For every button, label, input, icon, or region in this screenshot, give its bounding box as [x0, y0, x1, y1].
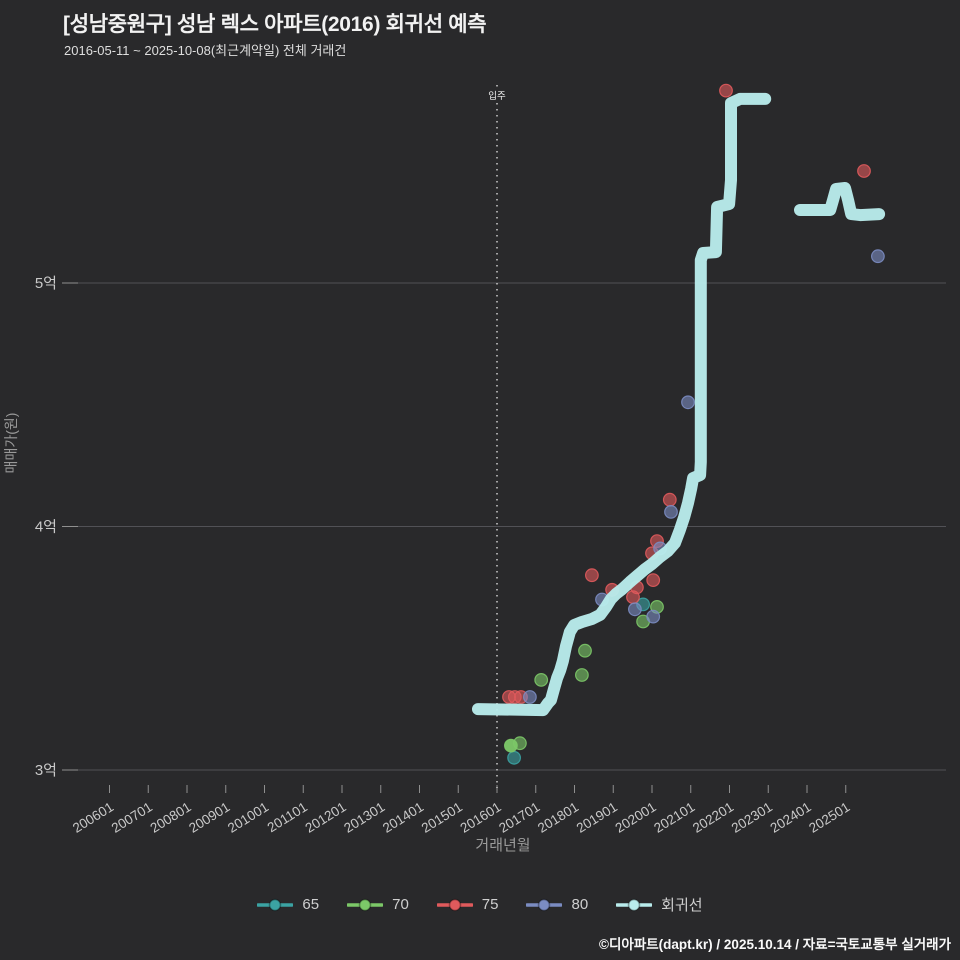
- x-tick: 201401: [380, 799, 426, 836]
- data-point[interactable]: [507, 750, 521, 765]
- y-tick-label: 5억: [35, 275, 57, 292]
- data-point[interactable]: [664, 505, 678, 519]
- data-point[interactable]: [719, 83, 733, 98]
- x-tick-label: 202401: [768, 799, 814, 836]
- legend-marker-icon: [257, 898, 294, 911]
- legend-label: 회귀선: [661, 897, 703, 914]
- x-tick-label: 201901: [574, 799, 620, 836]
- data-point[interactable]: [681, 395, 695, 410]
- data-point[interactable]: [662, 492, 677, 507]
- x-tick-label: 201701: [496, 799, 542, 836]
- legend-label: 70: [392, 896, 409, 913]
- annotation-label-bg: [487, 89, 507, 102]
- x-tick: 201901: [574, 799, 620, 836]
- x-tick-label: 201501: [419, 799, 465, 836]
- x-tick: 200901: [186, 799, 232, 836]
- data-point[interactable]: [646, 609, 661, 624]
- legend-marker-icon: [526, 898, 563, 911]
- credit-text: ©디아파트(dapt.kr) / 2025.10.14 / 자료=국토교통부 실…: [599, 937, 951, 952]
- legend: 65 70 75 80 회귀선: [0, 894, 960, 915]
- legend-item-65[interactable]: 65: [257, 896, 319, 913]
- x-tick-label: 201401: [380, 799, 426, 836]
- x-tick-label: 200601: [70, 799, 116, 836]
- move-in-annotation: 입주: [487, 85, 507, 788]
- x-tick: 201001: [225, 799, 271, 836]
- regression-line-segment[interactable]: [794, 182, 886, 222]
- x-tick: 202301: [729, 799, 775, 836]
- x-axis-ticks: 2006012007012008012009012010012011012012…: [70, 785, 852, 836]
- regression-line: [472, 92, 886, 717]
- regression-line-segment[interactable]: [472, 92, 772, 717]
- data-point[interactable]: [871, 249, 885, 264]
- x-tick-label: 201101: [265, 799, 310, 835]
- legend-item-80[interactable]: 80: [526, 896, 588, 913]
- legend-item-75[interactable]: 75: [436, 896, 499, 913]
- x-tick: 202501: [806, 799, 852, 836]
- x-tick: 201101: [265, 799, 310, 835]
- legend-marker-icon: [436, 898, 473, 911]
- data-point[interactable]: [646, 573, 661, 587]
- x-tick-label: 201301: [341, 799, 387, 836]
- legend-label: 80: [571, 896, 589, 913]
- x-tick: 201801: [535, 799, 581, 836]
- legend-label: 65: [302, 896, 320, 913]
- data-point[interactable]: [575, 668, 589, 682]
- x-tick-label: 201801: [535, 799, 581, 836]
- x-tick-label: 202001: [613, 799, 659, 836]
- data-point[interactable]: [857, 164, 871, 178]
- x-tick: 201301: [341, 799, 387, 836]
- x-tick: 201701: [496, 799, 542, 836]
- data-point[interactable]: [628, 602, 642, 617]
- x-tick: 201501: [419, 799, 465, 836]
- x-tick: 201601: [458, 799, 504, 836]
- chart-title: [성남중원구] 성남 렉스 아파트(2016) 회귀선 예측: [63, 13, 487, 36]
- x-tick: 202401: [768, 799, 814, 836]
- y-tick-label: 3억: [35, 762, 57, 779]
- x-tick-label: 202101: [651, 799, 697, 836]
- legend-marker-icon: [616, 898, 653, 911]
- x-axis-title: 거래년월: [475, 837, 531, 854]
- x-tick-label: 202201: [690, 799, 736, 836]
- scatter-series-75: [502, 83, 871, 704]
- x-tick: 202201: [690, 799, 736, 836]
- x-tick-label: 201201: [303, 799, 349, 836]
- y-gridlines: 3억 4억 5억: [35, 275, 946, 779]
- x-tick: 200801: [148, 799, 194, 836]
- x-tick: 202001: [613, 799, 659, 836]
- y-axis-title: 매매가(원): [3, 412, 19, 474]
- data-point[interactable]: [523, 690, 537, 704]
- x-tick: 201201: [303, 799, 349, 836]
- y-tick-label: 4억: [35, 519, 57, 536]
- x-tick-label: 201601: [458, 799, 504, 836]
- x-tick-label: 201001: [225, 799, 271, 836]
- x-tick: 200701: [109, 799, 155, 836]
- legend-label: 75: [481, 896, 499, 913]
- x-tick: 200601: [70, 799, 116, 836]
- x-tick-label: 200901: [186, 799, 232, 836]
- x-tick-label: 200801: [148, 799, 194, 836]
- legend-item-70[interactable]: 70: [347, 896, 409, 913]
- move-in-label: 입주: [488, 90, 506, 102]
- data-point[interactable]: [578, 643, 592, 658]
- x-tick: 202101: [651, 799, 697, 836]
- x-tick-label: 202501: [806, 799, 852, 836]
- x-tick-label: 200701: [109, 799, 155, 836]
- data-point[interactable]: [585, 568, 599, 583]
- legend-marker-icon: [347, 898, 384, 911]
- chart-subtitle: 2016-05-11 ~ 2025-10-08(최근계약일) 전체 거래건: [64, 43, 347, 58]
- data-point[interactable]: [534, 673, 549, 687]
- x-tick-label: 202301: [729, 799, 775, 836]
- data-point[interactable]: [513, 736, 527, 751]
- legend-item-회귀선[interactable]: 회귀선: [616, 894, 703, 915]
